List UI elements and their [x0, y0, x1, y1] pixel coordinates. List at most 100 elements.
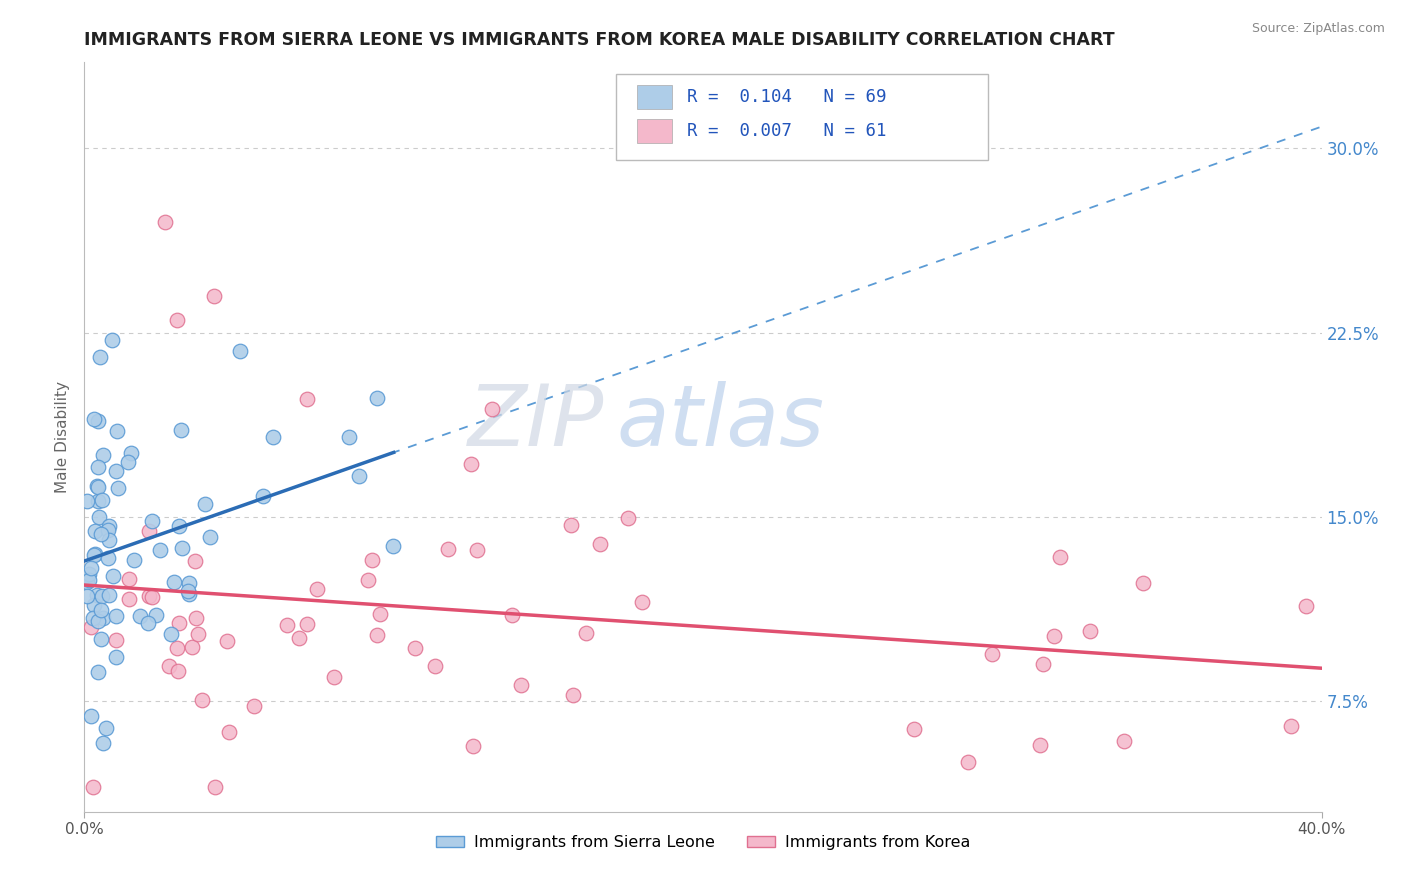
Point — [138, 590, 160, 604]
Point — [305, 582, 328, 596]
Bar — [637, 119, 672, 143]
Point — [91, 448, 114, 462]
Point — [128, 609, 150, 624]
Point — [169, 423, 191, 437]
Point — [1078, 624, 1101, 638]
Point — [1132, 575, 1154, 590]
Point — [276, 618, 298, 632]
Point — [1049, 550, 1071, 565]
Point — [166, 641, 188, 656]
Point — [138, 524, 160, 539]
Point — [186, 611, 208, 625]
Point — [262, 430, 284, 444]
Point — [97, 523, 120, 537]
FancyBboxPatch shape — [616, 74, 987, 160]
Point — [167, 519, 190, 533]
Text: atlas: atlas — [616, 381, 824, 464]
Point — [198, 530, 221, 544]
Point — [89, 350, 111, 364]
Point — [105, 633, 128, 648]
Point — [90, 603, 112, 617]
Point — [105, 608, 128, 623]
Point — [194, 497, 217, 511]
Bar — [637, 85, 672, 109]
Point — [80, 620, 103, 634]
Point — [166, 313, 188, 327]
Point — [87, 510, 110, 524]
Point — [90, 632, 112, 646]
Point — [217, 633, 239, 648]
Point — [191, 693, 214, 707]
Text: ZIP: ZIP — [468, 381, 605, 464]
Point — [87, 493, 110, 508]
Point — [120, 446, 142, 460]
Point — [465, 543, 488, 558]
Point — [366, 391, 388, 405]
Point — [616, 510, 638, 524]
Point — [461, 739, 484, 754]
Point — [76, 494, 98, 508]
Point — [404, 641, 426, 656]
Point — [242, 699, 264, 714]
Point — [90, 589, 112, 603]
Point — [82, 780, 104, 794]
Point — [562, 688, 585, 702]
Point — [575, 625, 598, 640]
Point — [153, 215, 176, 229]
Point — [172, 541, 194, 556]
Point — [157, 659, 180, 673]
Point — [98, 533, 121, 547]
Point — [76, 575, 98, 590]
Point — [87, 413, 110, 427]
Point — [323, 670, 346, 684]
Y-axis label: Male Disability: Male Disability — [55, 381, 70, 493]
Point — [229, 344, 252, 359]
Point — [83, 412, 105, 426]
Point — [79, 566, 101, 581]
Point — [187, 627, 209, 641]
Point — [981, 647, 1004, 661]
Point — [76, 590, 98, 604]
Point — [202, 289, 225, 303]
Point — [104, 464, 127, 478]
Point — [357, 573, 380, 587]
Point — [1032, 657, 1054, 672]
Point — [86, 479, 108, 493]
Point — [381, 539, 404, 553]
Point — [87, 480, 110, 494]
Point — [423, 658, 446, 673]
Point — [337, 430, 360, 444]
Point — [87, 665, 110, 679]
Point — [956, 756, 979, 770]
Point — [91, 492, 114, 507]
Point — [184, 554, 207, 568]
Point — [122, 553, 145, 567]
Point — [80, 709, 103, 723]
Point — [77, 573, 100, 587]
Point — [87, 614, 110, 628]
Point — [510, 678, 533, 692]
Point — [117, 454, 139, 468]
Point — [180, 640, 202, 654]
Point — [84, 547, 107, 561]
Point — [91, 610, 114, 624]
Point — [107, 481, 129, 495]
Point — [167, 615, 190, 630]
Point — [83, 524, 105, 538]
Point — [177, 576, 200, 591]
Point — [141, 514, 163, 528]
Point — [105, 424, 128, 438]
Point — [295, 616, 318, 631]
Point — [163, 575, 186, 590]
Point — [366, 628, 388, 642]
Text: R =  0.104   N = 69: R = 0.104 N = 69 — [688, 88, 886, 106]
Point — [347, 468, 370, 483]
Point — [94, 721, 117, 735]
Point — [80, 560, 103, 574]
Text: R =  0.007   N = 61: R = 0.007 N = 61 — [688, 121, 886, 140]
Point — [101, 568, 124, 582]
Point — [90, 527, 112, 541]
Point — [101, 333, 124, 347]
Point — [370, 607, 392, 622]
Legend: Immigrants from Sierra Leone, Immigrants from Korea: Immigrants from Sierra Leone, Immigrants… — [429, 829, 977, 856]
